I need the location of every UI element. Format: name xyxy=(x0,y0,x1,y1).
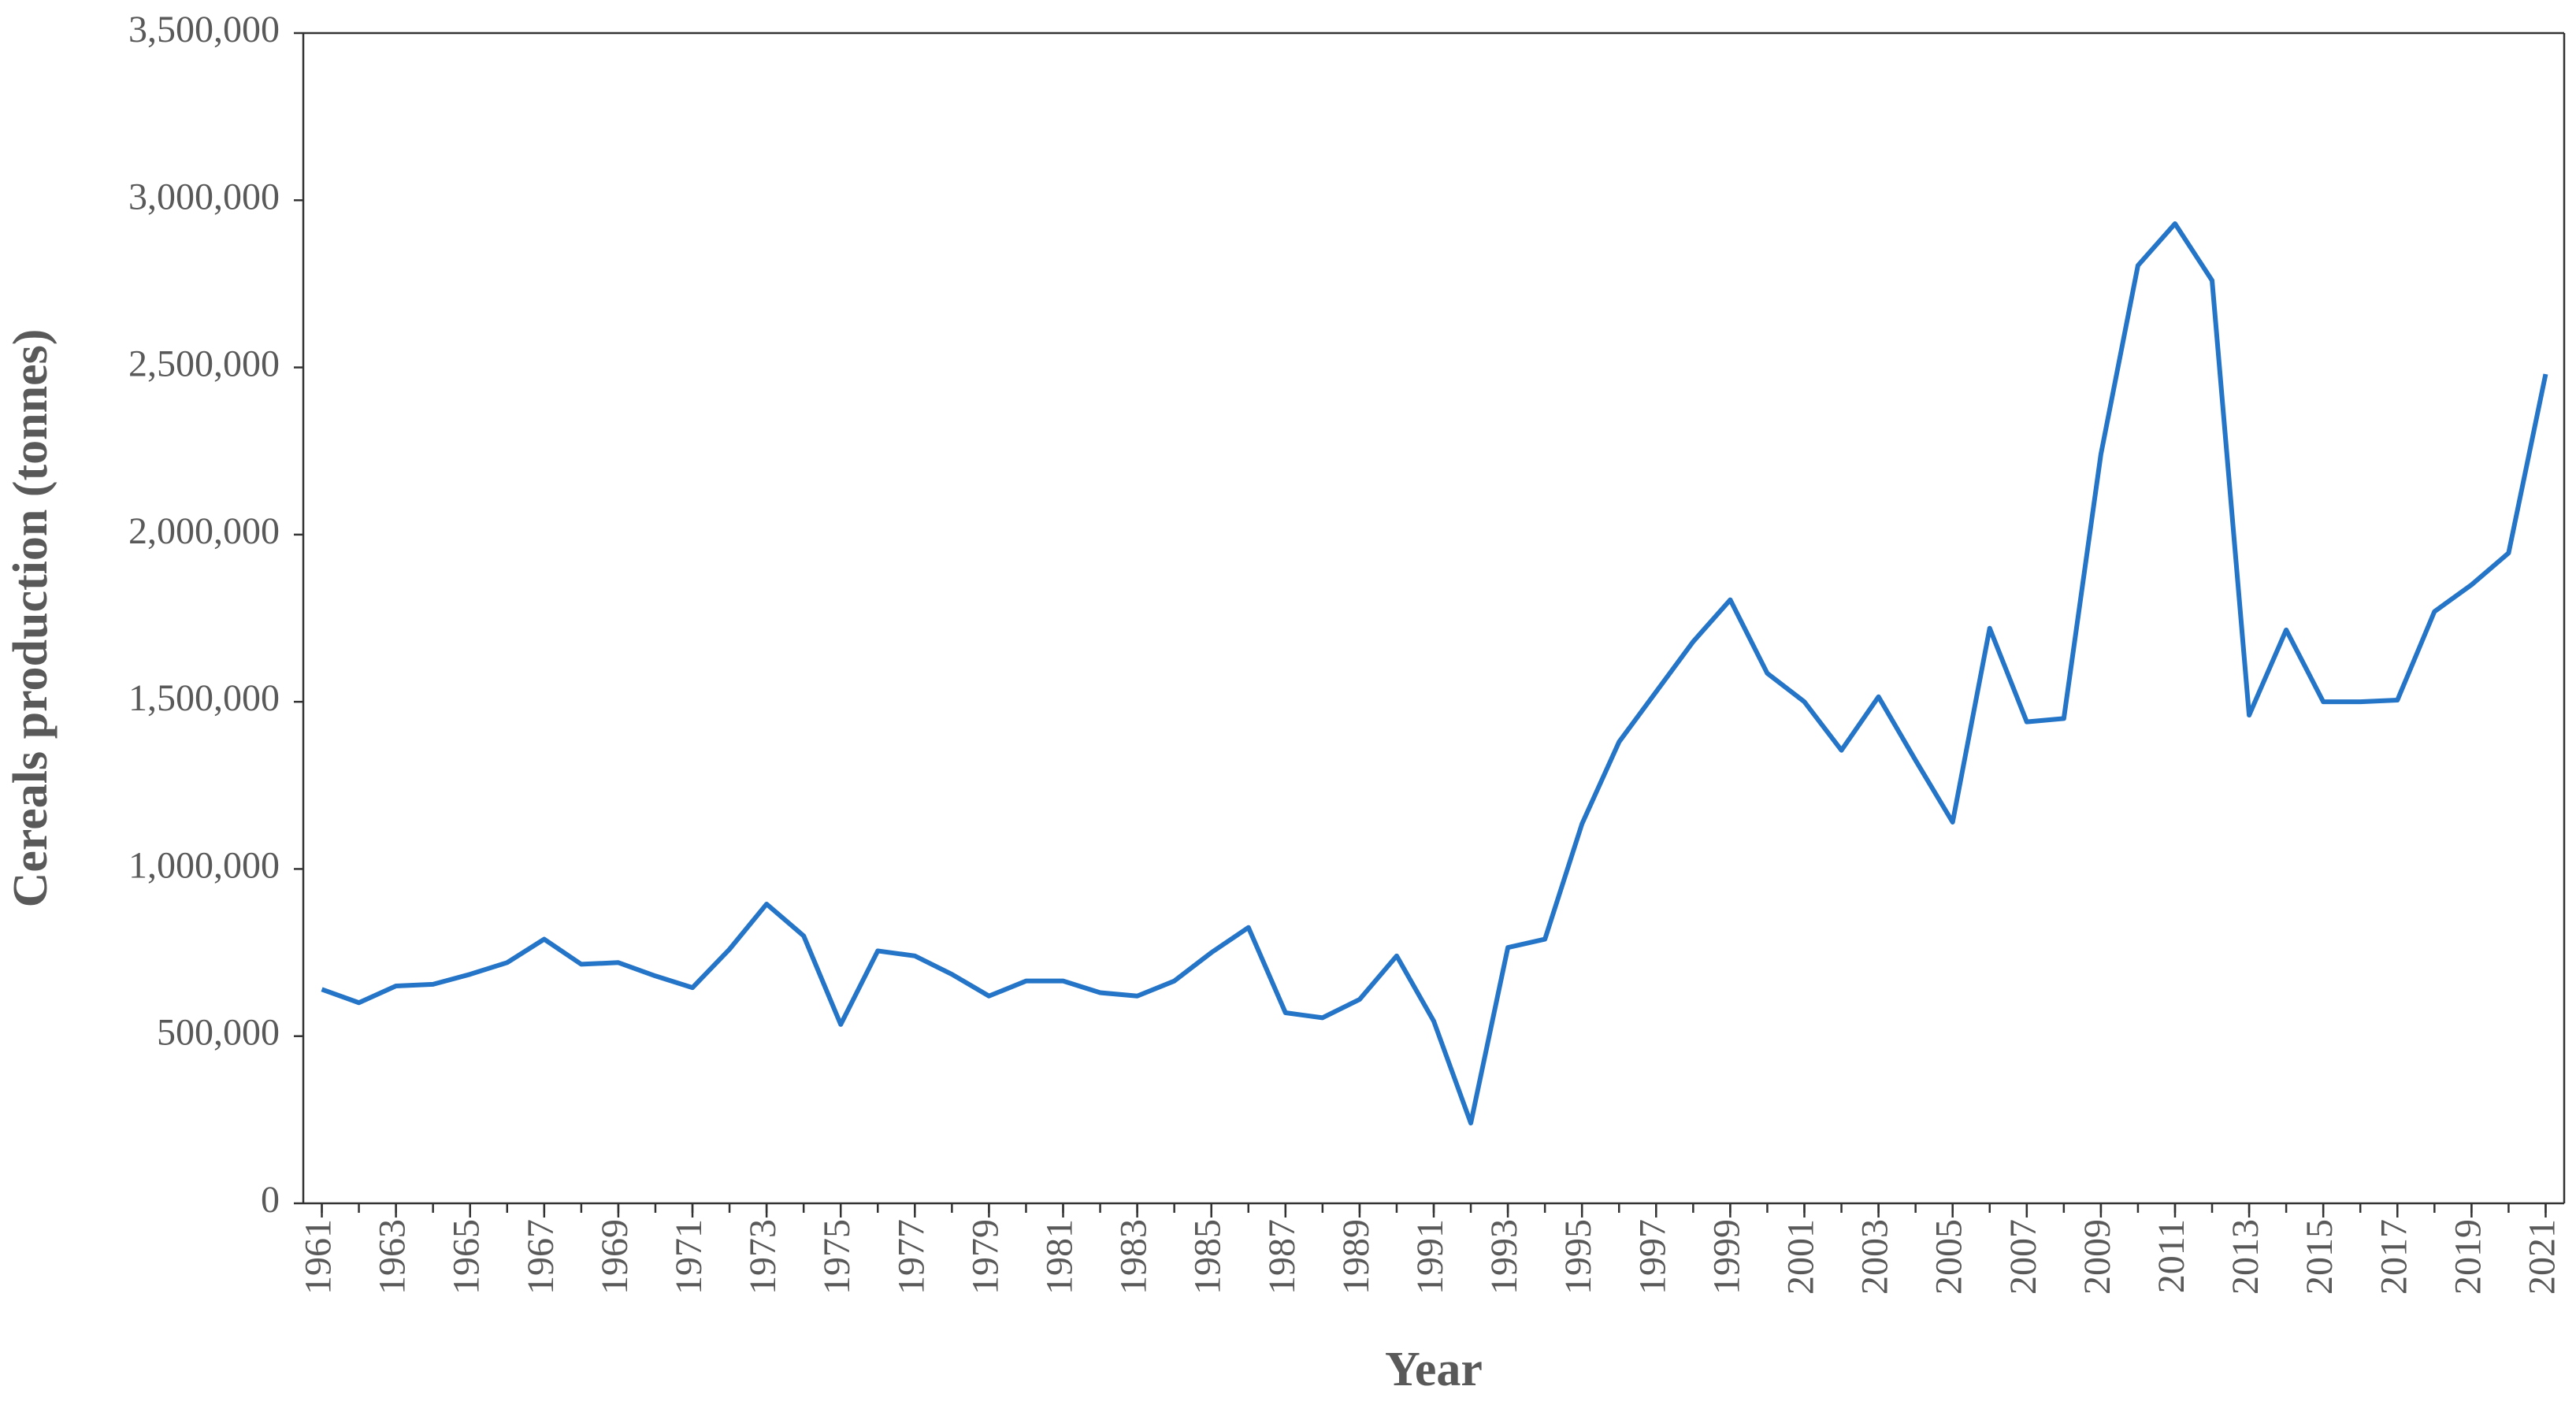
x-tick-label: 1991 xyxy=(1409,1219,1451,1295)
x-tick-label: 1983 xyxy=(1113,1219,1155,1295)
y-tick-label: 2,000,000 xyxy=(128,510,280,552)
x-tick-label: 1997 xyxy=(1631,1219,1673,1295)
x-tick-label: 1977 xyxy=(890,1219,932,1295)
x-tick-label: 1985 xyxy=(1187,1219,1229,1295)
x-tick-label: 1979 xyxy=(964,1219,1006,1295)
y-tick-label: 1,500,000 xyxy=(128,677,280,719)
x-tick-label: 1971 xyxy=(668,1219,710,1295)
y-axis-title: Cereals production (tonnes) xyxy=(4,329,58,908)
y-tick-label: 3,500,000 xyxy=(128,9,280,50)
x-tick-label: 1965 xyxy=(446,1219,488,1295)
x-tick-label: 1987 xyxy=(1261,1219,1303,1295)
data-line xyxy=(321,221,2548,1126)
y-tick-label: 0 xyxy=(261,1179,280,1221)
x-tick-label: 2017 xyxy=(2373,1219,2415,1295)
y-tick-label: 3,000,000 xyxy=(128,176,280,217)
x-tick-label: 1981 xyxy=(1039,1219,1081,1295)
x-tick-label: 1999 xyxy=(1706,1219,1747,1295)
x-tick-label: 2009 xyxy=(2077,1219,2118,1295)
y-tick-label: 500,000 xyxy=(157,1012,280,1054)
x-tick-label: 1995 xyxy=(1557,1219,1599,1295)
x-tick-label: 2013 xyxy=(2225,1219,2266,1295)
x-tick-label: 1961 xyxy=(298,1219,340,1295)
x-tick-label: 2001 xyxy=(1780,1219,1822,1295)
y-tick-label: 1,000,000 xyxy=(128,844,280,886)
x-tick-label: 2003 xyxy=(1854,1219,1896,1295)
y-tick-label: 2,500,000 xyxy=(128,343,280,385)
x-tick-label: 1967 xyxy=(520,1219,562,1295)
x-tick-label: 2007 xyxy=(2003,1219,2044,1295)
x-tick-label: 1973 xyxy=(742,1219,784,1295)
x-tick-label: 2011 xyxy=(2151,1219,2192,1293)
x-tick-label: 1993 xyxy=(1483,1219,1525,1295)
x-tick-label: 1975 xyxy=(816,1219,858,1295)
x-axis-title: Year xyxy=(1385,1343,1483,1396)
x-tick-label: 1989 xyxy=(1335,1219,1377,1295)
x-tick-label: 1963 xyxy=(372,1219,414,1295)
x-tick-label: 2005 xyxy=(1928,1219,1970,1295)
x-tick-label: 2019 xyxy=(2447,1219,2489,1295)
x-tick-label: 1969 xyxy=(594,1219,636,1295)
x-tick-label: 2015 xyxy=(2299,1219,2340,1295)
x-tick-label: 2021 xyxy=(2521,1219,2563,1295)
